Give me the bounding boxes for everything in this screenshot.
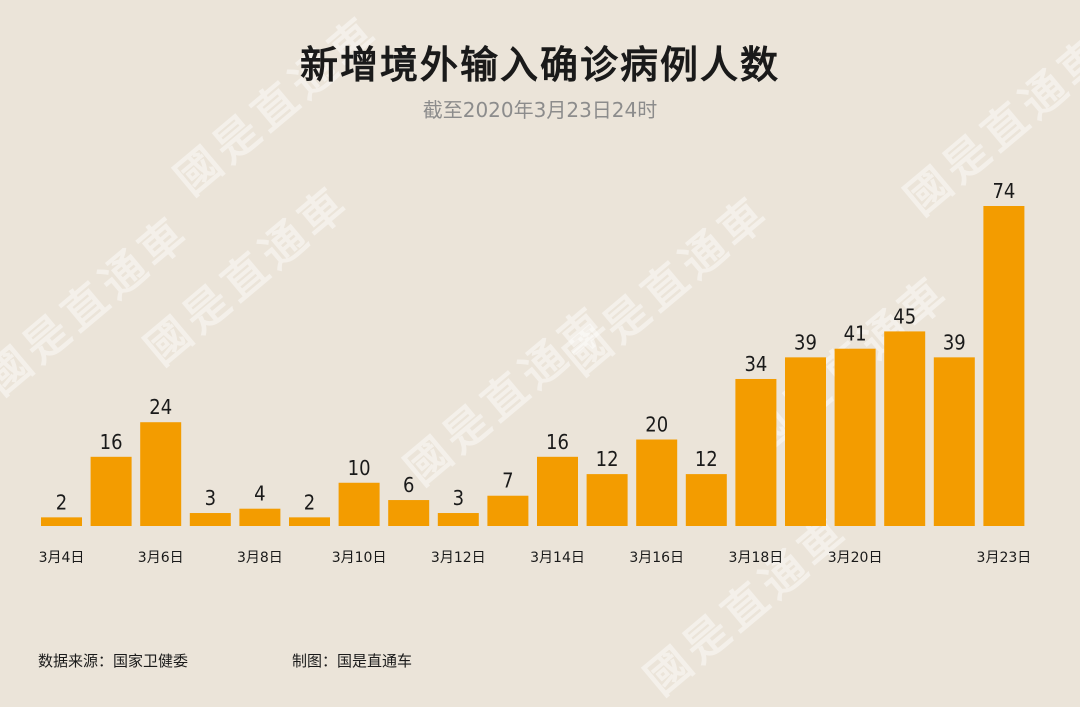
- data-label: 24: [149, 395, 172, 419]
- x-tick-label: 3月16日: [629, 550, 684, 566]
- data-label: 6: [403, 473, 414, 497]
- bar-3月11日: [388, 500, 430, 526]
- data-label: 3: [205, 486, 216, 510]
- x-tick-label: 3月18日: [729, 550, 784, 566]
- bar-3月8日: [239, 508, 281, 526]
- x-tick-label: 3月4日: [39, 550, 85, 566]
- data-label: 74: [992, 179, 1015, 203]
- data-label: 10: [348, 456, 371, 480]
- bar-3月12日: [437, 513, 479, 526]
- data-label: 34: [744, 352, 767, 376]
- data-label: 4: [254, 482, 265, 506]
- data-label: 2: [304, 490, 315, 514]
- chart-title: 新增境外输入确诊病例人数: [299, 43, 780, 87]
- bar-3月6日: [140, 422, 182, 526]
- bar-3月22日: [933, 357, 975, 526]
- x-tick-label: 3月12日: [431, 550, 486, 566]
- x-tick-label: 3月14日: [530, 550, 585, 566]
- data-label: 39: [943, 330, 966, 354]
- bar-3月20日: [834, 348, 876, 526]
- data-source-note: 数据来源：国家卫健委: [38, 652, 189, 670]
- bar-3月18日: [735, 378, 777, 526]
- x-tick-label: 3月23日: [977, 550, 1032, 566]
- data-label: 12: [695, 447, 718, 471]
- bar-3月16日: [636, 439, 678, 526]
- x-tick-label: 3月20日: [828, 550, 883, 566]
- data-label: 12: [596, 447, 619, 471]
- bar-3月5日: [90, 456, 132, 526]
- bar-3月9日: [289, 517, 330, 526]
- bar-3月13日: [487, 495, 529, 526]
- data-label: 39: [794, 330, 817, 354]
- bar-3月10日: [338, 482, 380, 526]
- bar-3月23日: [983, 206, 1025, 526]
- data-label: 2: [56, 490, 67, 514]
- bar-3月14日: [537, 456, 578, 526]
- chart-credit-note: 制图：国是直通车: [292, 652, 413, 670]
- bar-3月17日: [685, 474, 727, 526]
- chart-subtitle: 截至2020年3月23日24时: [422, 98, 658, 122]
- data-label: 20: [645, 413, 668, 437]
- x-tick-label: 3月10日: [332, 550, 387, 566]
- bar-3月19日: [785, 357, 826, 526]
- bar-3月7日: [189, 513, 231, 526]
- data-label: 41: [844, 322, 867, 346]
- data-label: 7: [502, 469, 513, 493]
- data-label: 45: [893, 304, 916, 328]
- bar-3月21日: [884, 331, 926, 526]
- data-label: 3: [453, 486, 464, 510]
- bar-3月4日: [41, 517, 82, 526]
- data-label: 16: [100, 430, 123, 454]
- data-label: 16: [546, 430, 569, 454]
- x-tick-label: 3月8日: [237, 550, 283, 566]
- x-tick-label: 3月6日: [138, 550, 184, 566]
- bar-3月15日: [586, 474, 628, 526]
